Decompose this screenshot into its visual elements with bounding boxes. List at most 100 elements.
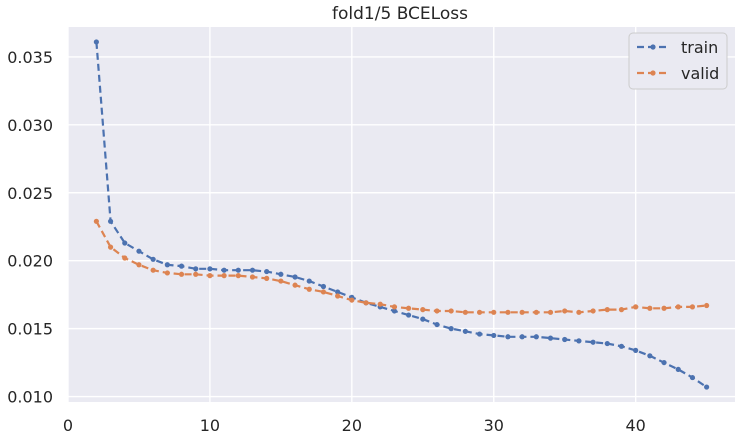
y-tick-label: 0.025 xyxy=(7,184,53,203)
data-point-valid xyxy=(420,307,426,313)
data-point-valid xyxy=(122,255,128,261)
data-point-valid xyxy=(448,308,454,314)
data-point-valid xyxy=(533,309,539,315)
data-point-train xyxy=(136,248,142,254)
data-point-valid xyxy=(193,271,199,277)
tick-labels: 0 10 20 30 40 0.010 0.015 0.020 0.025 0.030 0.035 xyxy=(7,48,646,435)
data-point-valid xyxy=(235,273,241,279)
data-point-valid xyxy=(136,262,142,268)
y-tick-label: 0.030 xyxy=(7,116,53,135)
y-tick-label: 0.020 xyxy=(7,252,53,271)
legend-entry-train: train xyxy=(637,38,718,57)
x-tick-label: 40 xyxy=(625,416,645,435)
data-point-train xyxy=(448,326,454,332)
data-point-train xyxy=(235,267,241,273)
data-point-valid xyxy=(363,300,369,306)
data-point-valid xyxy=(320,289,327,295)
y-tick-label: 0.015 xyxy=(7,320,53,339)
data-point-train xyxy=(505,334,511,340)
data-point-train xyxy=(306,278,312,284)
data-point-valid xyxy=(278,278,284,284)
data-point-train xyxy=(434,321,440,328)
data-point-train xyxy=(675,366,681,372)
legend-label: train xyxy=(681,38,718,57)
x-tick-label: 10 xyxy=(200,416,220,435)
data-point-train xyxy=(405,312,412,318)
data-point-train xyxy=(462,328,468,334)
data-point-train xyxy=(93,39,99,45)
data-point-valid xyxy=(689,304,696,310)
data-point-train xyxy=(604,340,610,347)
data-point-valid xyxy=(405,305,412,311)
data-point-valid xyxy=(249,274,256,280)
data-point-train xyxy=(618,343,625,349)
data-point-valid xyxy=(150,267,156,273)
data-point-valid xyxy=(178,271,185,277)
plot-area xyxy=(68,27,735,402)
data-point-valid xyxy=(93,218,99,224)
data-point-train xyxy=(391,308,398,314)
data-point-valid xyxy=(590,308,596,314)
data-point-valid xyxy=(164,270,170,276)
y-tick-label: 0.035 xyxy=(7,48,53,67)
data-point-train xyxy=(533,334,539,340)
data-point-valid xyxy=(576,309,582,315)
data-point-train xyxy=(178,263,185,269)
chart-title: fold1/5 BCELoss xyxy=(332,4,468,24)
data-point-train xyxy=(264,268,270,275)
data-point-valid xyxy=(562,308,568,314)
data-point-valid xyxy=(675,304,681,310)
legend-label: valid xyxy=(681,64,719,83)
data-point-valid xyxy=(335,293,341,299)
data-point-train xyxy=(519,334,525,340)
data-point-valid xyxy=(207,273,213,279)
data-point-valid xyxy=(505,309,511,315)
data-point-valid xyxy=(633,304,639,310)
data-point-valid xyxy=(434,308,440,314)
data-point-valid xyxy=(704,302,710,309)
data-point-valid xyxy=(292,282,298,288)
data-point-train xyxy=(122,240,128,246)
data-point-train xyxy=(476,331,483,337)
series-layer xyxy=(93,39,710,390)
data-point-train xyxy=(562,336,568,343)
y-tick-label: 0.010 xyxy=(7,388,53,407)
data-point-train xyxy=(320,283,327,290)
data-point-valid xyxy=(647,305,653,311)
data-point-train xyxy=(221,267,227,273)
data-point-valid xyxy=(618,307,625,313)
data-point-valid xyxy=(476,309,483,315)
data-point-train xyxy=(689,374,696,381)
data-point-train xyxy=(704,384,710,390)
data-point-valid xyxy=(264,275,270,281)
x-tick-label: 0 xyxy=(63,416,73,435)
legend-entry-valid: valid xyxy=(637,64,719,83)
data-point-train xyxy=(661,359,667,366)
data-point-train xyxy=(420,316,426,322)
data-point-valid xyxy=(349,297,355,303)
data-point-valid xyxy=(391,304,398,310)
data-point-train xyxy=(207,266,213,272)
data-point-valid xyxy=(221,273,227,279)
legend-marker xyxy=(650,70,656,76)
data-point-train xyxy=(590,339,596,345)
data-point-train xyxy=(278,271,284,277)
data-point-valid xyxy=(661,305,667,311)
data-point-train xyxy=(150,256,156,262)
data-point-train xyxy=(576,338,582,344)
data-point-train xyxy=(249,267,256,273)
data-point-valid xyxy=(491,309,497,315)
grid xyxy=(67,27,735,402)
x-tick-label: 30 xyxy=(484,416,504,435)
legend: train valid xyxy=(628,32,728,90)
data-point-train xyxy=(491,332,497,339)
data-point-train xyxy=(193,266,199,272)
data-point-valid xyxy=(107,244,114,250)
data-point-train xyxy=(164,262,170,268)
legend-marker xyxy=(650,44,656,50)
x-tick-label: 20 xyxy=(342,416,362,435)
data-point-train xyxy=(107,218,114,224)
series-valid xyxy=(93,218,710,315)
data-point-valid xyxy=(519,309,525,315)
